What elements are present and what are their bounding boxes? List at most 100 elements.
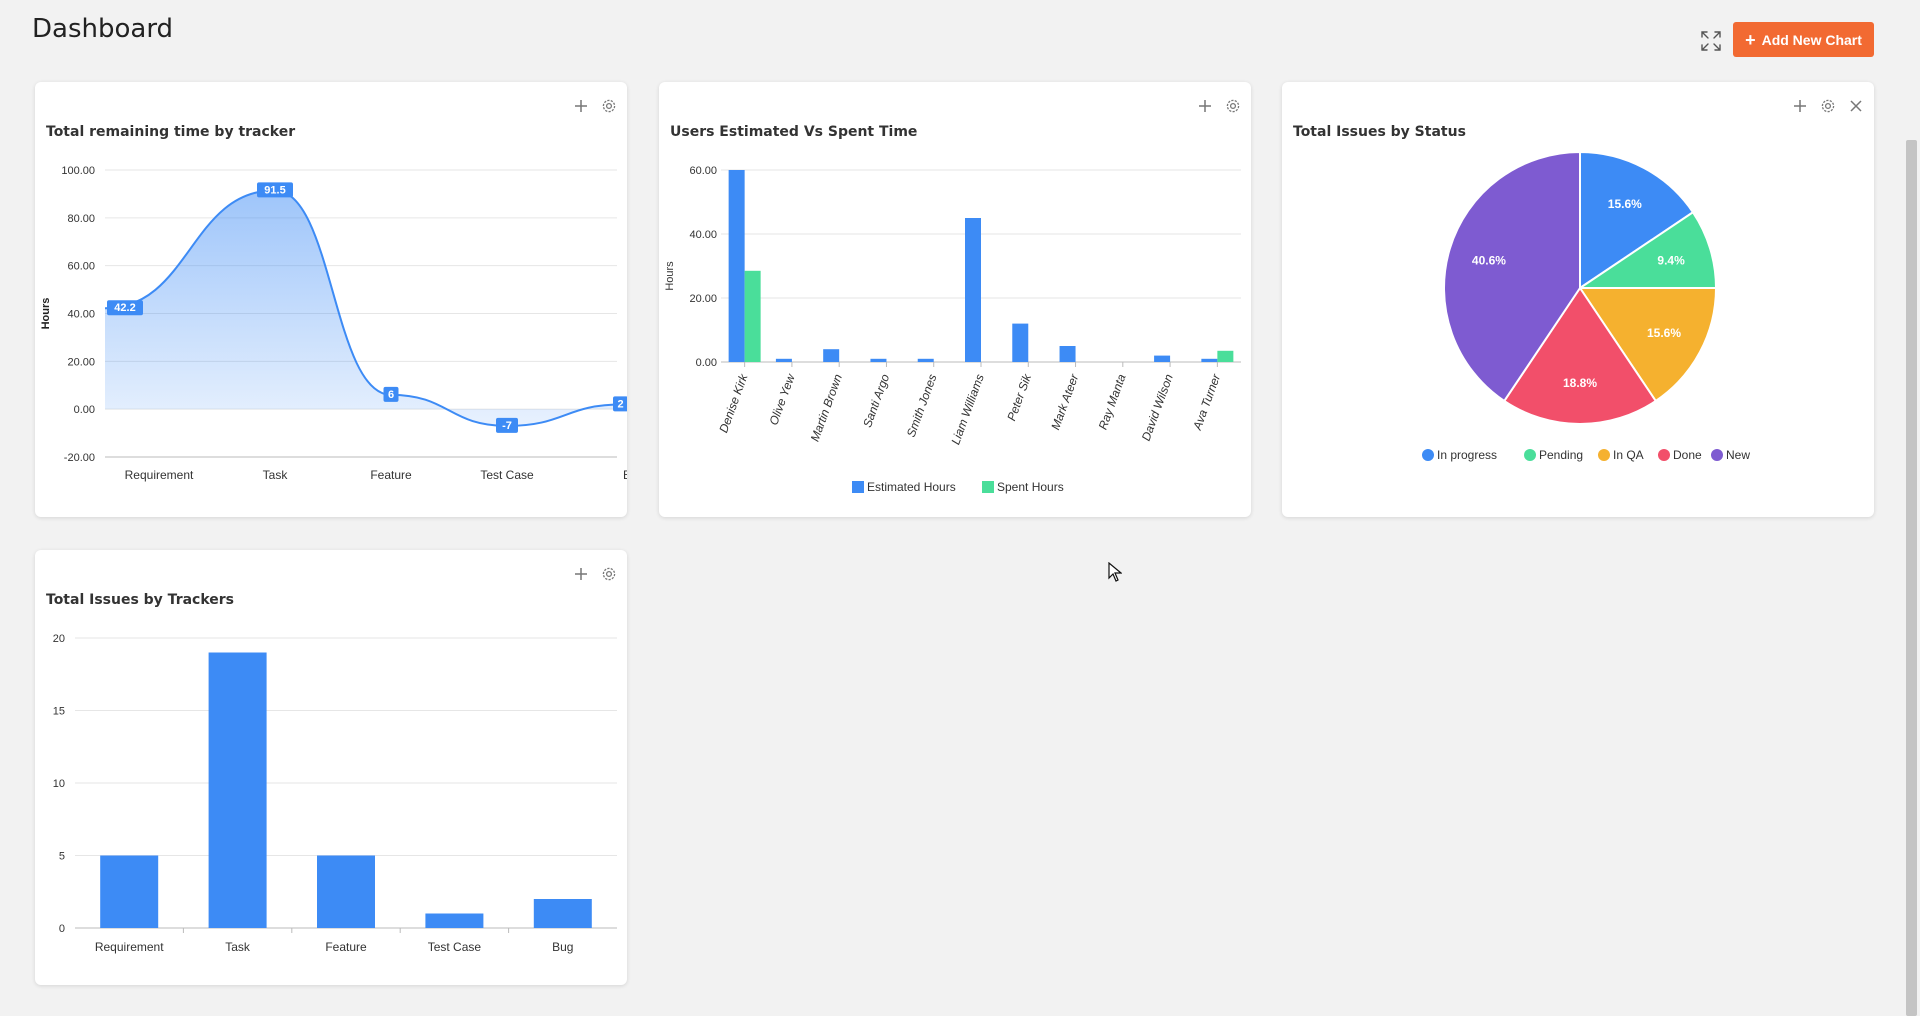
gear-icon[interactable]: [601, 566, 617, 582]
pie-chart: 15.6% 9.4% 15.6% 18.8% 40.6% In progress Pendi…: [1422, 150, 1750, 462]
card-actions: [1197, 98, 1241, 114]
plus-icon[interactable]: [573, 98, 589, 114]
data-label-box: [496, 417, 518, 433]
pie-slice: [1502, 286, 1658, 425]
data-label: 42.2: [114, 302, 135, 314]
gear-icon[interactable]: [1225, 98, 1241, 114]
data-label-box: [613, 396, 627, 412]
bar: [1059, 346, 1076, 362]
plus-icon[interactable]: [573, 566, 589, 582]
fullscreen-icon[interactable]: [1700, 30, 1722, 52]
y-tick-label: 0: [59, 923, 65, 935]
x-tick-label: Test Case: [428, 940, 482, 954]
x-tick-label: Liam Williams: [948, 372, 986, 446]
chart-card-issues-by-trackers: Total Issues by Trackers 20 15 10 5 0 Require…: [35, 550, 627, 985]
data-label: 91.5: [264, 184, 285, 196]
grouped-bar-chart: 60.00 40.00 20.00 0.00 Hours Denise Kirk Olive…: [664, 165, 1241, 494]
bar: [1154, 355, 1171, 362]
card-actions: [573, 98, 617, 114]
close-icon[interactable]: [1848, 98, 1864, 114]
legend-label: Spent Hours: [997, 480, 1064, 494]
slice-label: 18.8%: [1563, 376, 1597, 390]
y-axis-label: Hours: [40, 298, 52, 330]
gear-icon[interactable]: [1820, 98, 1836, 114]
y-tick-label: 0.00: [696, 357, 717, 369]
x-tick-label: Bug: [552, 940, 573, 954]
bar: [744, 270, 761, 362]
legend-swatch: [982, 481, 994, 493]
y-tick-label: 60.00: [67, 261, 95, 273]
legend-swatch: [1598, 449, 1610, 461]
scrollbar-thumb[interactable]: [1906, 140, 1917, 1016]
x-tick-label: Denise Kirk: [716, 371, 750, 434]
y-tick-label: 60.00: [689, 165, 717, 177]
bar: [425, 913, 484, 928]
chart-title: Users Estimated Vs Spent Time: [670, 124, 918, 140]
bar: [965, 218, 981, 362]
plus-icon: +: [1745, 29, 1756, 50]
area-fill: [105, 190, 623, 426]
y-tick-label: 80.00: [67, 213, 95, 225]
data-label-box: [383, 386, 399, 402]
bar: [1217, 350, 1234, 362]
plus-icon[interactable]: [1792, 98, 1808, 114]
x-tick-label: Martin Brown: [808, 372, 845, 444]
x-tick-label: Mark Ateer: [1048, 371, 1081, 431]
pie-slice: [1576, 210, 1718, 289]
x-tick-label: Feature: [370, 468, 412, 482]
x-tick-label: Bug: [623, 468, 627, 482]
bar: [870, 358, 887, 362]
y-tick-label: 20: [53, 633, 65, 645]
slice-label: 9.4%: [1657, 253, 1685, 267]
gear-icon[interactable]: [601, 98, 617, 114]
legend-swatch: [852, 481, 864, 493]
y-tick-label: 5: [59, 851, 65, 863]
chart-title: Total Issues by Status: [1293, 124, 1466, 140]
y-tick-label: 10: [53, 778, 65, 790]
y-tick-label: 100.00: [61, 165, 95, 177]
x-tick-label: Olive Yew: [766, 371, 798, 427]
plus-icon[interactable]: [1197, 98, 1213, 114]
x-tick-label: Task: [263, 468, 289, 482]
bar: [100, 855, 159, 928]
x-tick-label: Smith Jones: [904, 372, 940, 439]
x-tick-label: David Wilson: [1139, 372, 1176, 443]
pie-slice: [1579, 150, 1695, 290]
legend-label: New: [1726, 448, 1750, 462]
series-line: [104, 189, 624, 427]
x-tick-label: Task: [225, 940, 251, 954]
x-tick-label: Peter Sik: [1004, 371, 1034, 422]
scrollbar-track[interactable]: [1903, 0, 1920, 1016]
chart-title: Total remaining time by tracker: [46, 124, 296, 140]
bar: [728, 170, 745, 362]
x-tick-label: Ava Turner: [1190, 371, 1224, 432]
bar: [823, 349, 840, 362]
y-tick-label: 40.00: [689, 229, 717, 241]
y-axis-label: Hours: [664, 261, 676, 291]
legend-swatch: [1524, 449, 1536, 461]
data-label: -7: [502, 420, 512, 432]
legend-swatch: [1422, 449, 1434, 461]
page-title: Dashboard: [32, 14, 174, 44]
chart-card-remaining-time: Total remaining time by tracker 100.00 80…: [35, 82, 627, 517]
x-tick-label: Test Case: [480, 468, 534, 482]
y-tick-label: 20.00: [67, 356, 95, 368]
x-tick-label: Ray Manta: [1096, 372, 1129, 432]
slice-label: 40.6%: [1472, 253, 1506, 267]
bar: [1012, 323, 1029, 362]
chart-card-estimated-vs-spent: Users Estimated Vs Spent Time 60.00 40.00…: [659, 82, 1251, 517]
data-label: 6: [388, 389, 394, 401]
data-label-box: [107, 300, 143, 316]
card-actions: [573, 566, 617, 582]
slice-label: 15.6%: [1647, 326, 1681, 340]
legend-swatch: [1711, 449, 1723, 461]
y-tick-label: 40.00: [67, 309, 95, 321]
area-chart: 100.00 80.00 60.00 40.00 20.00 0.00 -20.00 Hour…: [40, 165, 627, 482]
legend-swatch: [1658, 449, 1670, 461]
add-new-chart-button[interactable]: + Add New Chart: [1733, 22, 1874, 57]
y-tick-label: -20.00: [64, 452, 95, 464]
x-tick-label: Requirement: [95, 940, 164, 954]
data-label-box: [257, 182, 293, 198]
legend-label: Pending: [1539, 448, 1583, 462]
y-tick-label: 20.00: [689, 293, 717, 305]
